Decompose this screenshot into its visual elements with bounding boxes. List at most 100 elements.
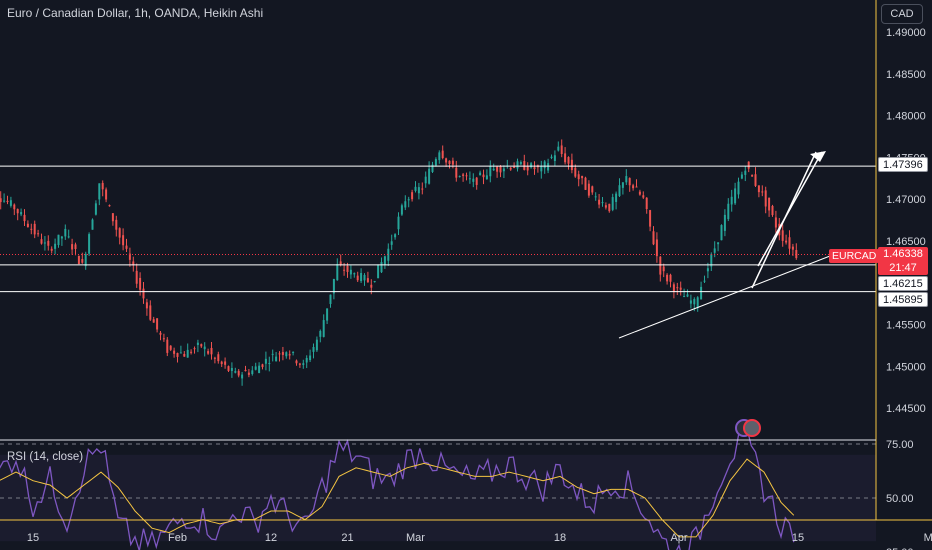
- chart-title: Euro / Canadian Dollar, 1h, OANDA, Heiki…: [7, 6, 264, 20]
- candle-body: [244, 369, 247, 372]
- candle-body: [353, 273, 356, 275]
- candle-body: [258, 365, 261, 374]
- candle-body: [6, 200, 9, 203]
- price-tick-label: 1.49000: [886, 27, 926, 39]
- candle-body: [288, 354, 291, 356]
- trendline: [618, 255, 831, 339]
- candle-body: [159, 332, 162, 335]
- candle-body: [128, 253, 131, 260]
- candle-body: [519, 162, 522, 165]
- candle-body: [30, 228, 33, 230]
- candle-body: [696, 297, 699, 309]
- candle-body: [754, 174, 757, 186]
- candle-body: [604, 205, 607, 208]
- candle-body: [254, 366, 257, 370]
- candle-body: [428, 168, 431, 184]
- candle-body: [309, 355, 312, 361]
- candle-body: [618, 185, 621, 197]
- candle-body: [339, 261, 342, 265]
- candle-body: [700, 286, 703, 300]
- candle-body: [601, 202, 604, 204]
- arrow-head: [810, 151, 826, 162]
- rsi-line: [0, 427, 795, 550]
- candle-body: [652, 231, 655, 245]
- live-price-tag: 1.46338 21:47: [878, 247, 928, 275]
- candle-body: [336, 264, 339, 281]
- price-tick-label: 1.45500: [886, 320, 926, 332]
- candle-body: [217, 354, 220, 362]
- candle-body: [278, 353, 281, 355]
- candle-body: [659, 256, 662, 275]
- candle-body: [438, 152, 441, 161]
- candle-body: [13, 204, 16, 210]
- candle-body: [315, 339, 318, 351]
- projection-arrow-2: [757, 151, 823, 267]
- candle-body: [264, 358, 267, 364]
- candle-body: [94, 203, 97, 215]
- candle-body: [621, 182, 624, 188]
- candle-body: [295, 360, 298, 364]
- candle-body: [727, 203, 730, 220]
- candle-body: [713, 248, 716, 253]
- candle-body: [638, 191, 641, 195]
- candle-body: [179, 352, 182, 354]
- candle-body: [57, 234, 60, 246]
- candle-body: [421, 188, 424, 190]
- candle-body: [434, 159, 437, 166]
- candle-body: [468, 178, 471, 180]
- candle-body: [292, 351, 295, 353]
- candle-body: [125, 245, 128, 249]
- time-tick-label: 18: [554, 532, 566, 544]
- candle-body: [162, 338, 165, 340]
- candle-body: [764, 190, 767, 207]
- candle-body: [655, 239, 658, 257]
- candle-body: [332, 278, 335, 294]
- candle-body: [207, 351, 210, 354]
- candle-body: [346, 265, 349, 272]
- candle-body: [322, 320, 325, 337]
- live-price: 1.46338: [883, 248, 923, 260]
- candle-body: [281, 352, 284, 355]
- candle-body: [111, 213, 114, 222]
- candle-body: [67, 236, 70, 238]
- event-icon-2[interactable]: [743, 419, 761, 437]
- rsi-tick-label: 50.00: [886, 493, 914, 505]
- candle-body: [142, 288, 145, 299]
- currency-button[interactable]: CAD: [881, 4, 923, 24]
- candle-body: [414, 186, 417, 191]
- candle-body: [230, 368, 233, 371]
- candle-body: [730, 196, 733, 205]
- candle-body: [383, 256, 386, 266]
- candle-body: [492, 168, 495, 171]
- candle-body: [176, 353, 179, 357]
- candle-body: [261, 364, 264, 368]
- candle-body: [9, 200, 12, 206]
- candle-body: [363, 274, 366, 281]
- candle-body: [400, 205, 403, 215]
- candle-body: [98, 183, 101, 200]
- candle-body: [533, 167, 536, 170]
- grid-lines: [0, 0, 876, 440]
- candle-body: [751, 175, 754, 177]
- candle-body: [649, 210, 652, 227]
- candle-body: [683, 296, 686, 298]
- candle-body: [625, 176, 628, 183]
- candle-body: [530, 163, 533, 168]
- candle-body: [581, 175, 584, 179]
- candle-body: [196, 342, 199, 345]
- candle-body: [149, 305, 152, 320]
- candle-body: [462, 174, 465, 176]
- price-tick-label: 1.45000: [886, 361, 926, 373]
- live-countdown: 21:47: [889, 262, 917, 274]
- candle-body: [247, 372, 250, 375]
- candle-body: [771, 205, 774, 216]
- candle-body: [305, 357, 308, 363]
- candle-body: [499, 166, 502, 173]
- candle-body: [411, 192, 414, 200]
- candle-body: [676, 287, 679, 289]
- candle-body: [717, 242, 720, 245]
- candle-body: [543, 161, 546, 169]
- candle-body: [186, 349, 189, 358]
- candle-body: [608, 203, 611, 212]
